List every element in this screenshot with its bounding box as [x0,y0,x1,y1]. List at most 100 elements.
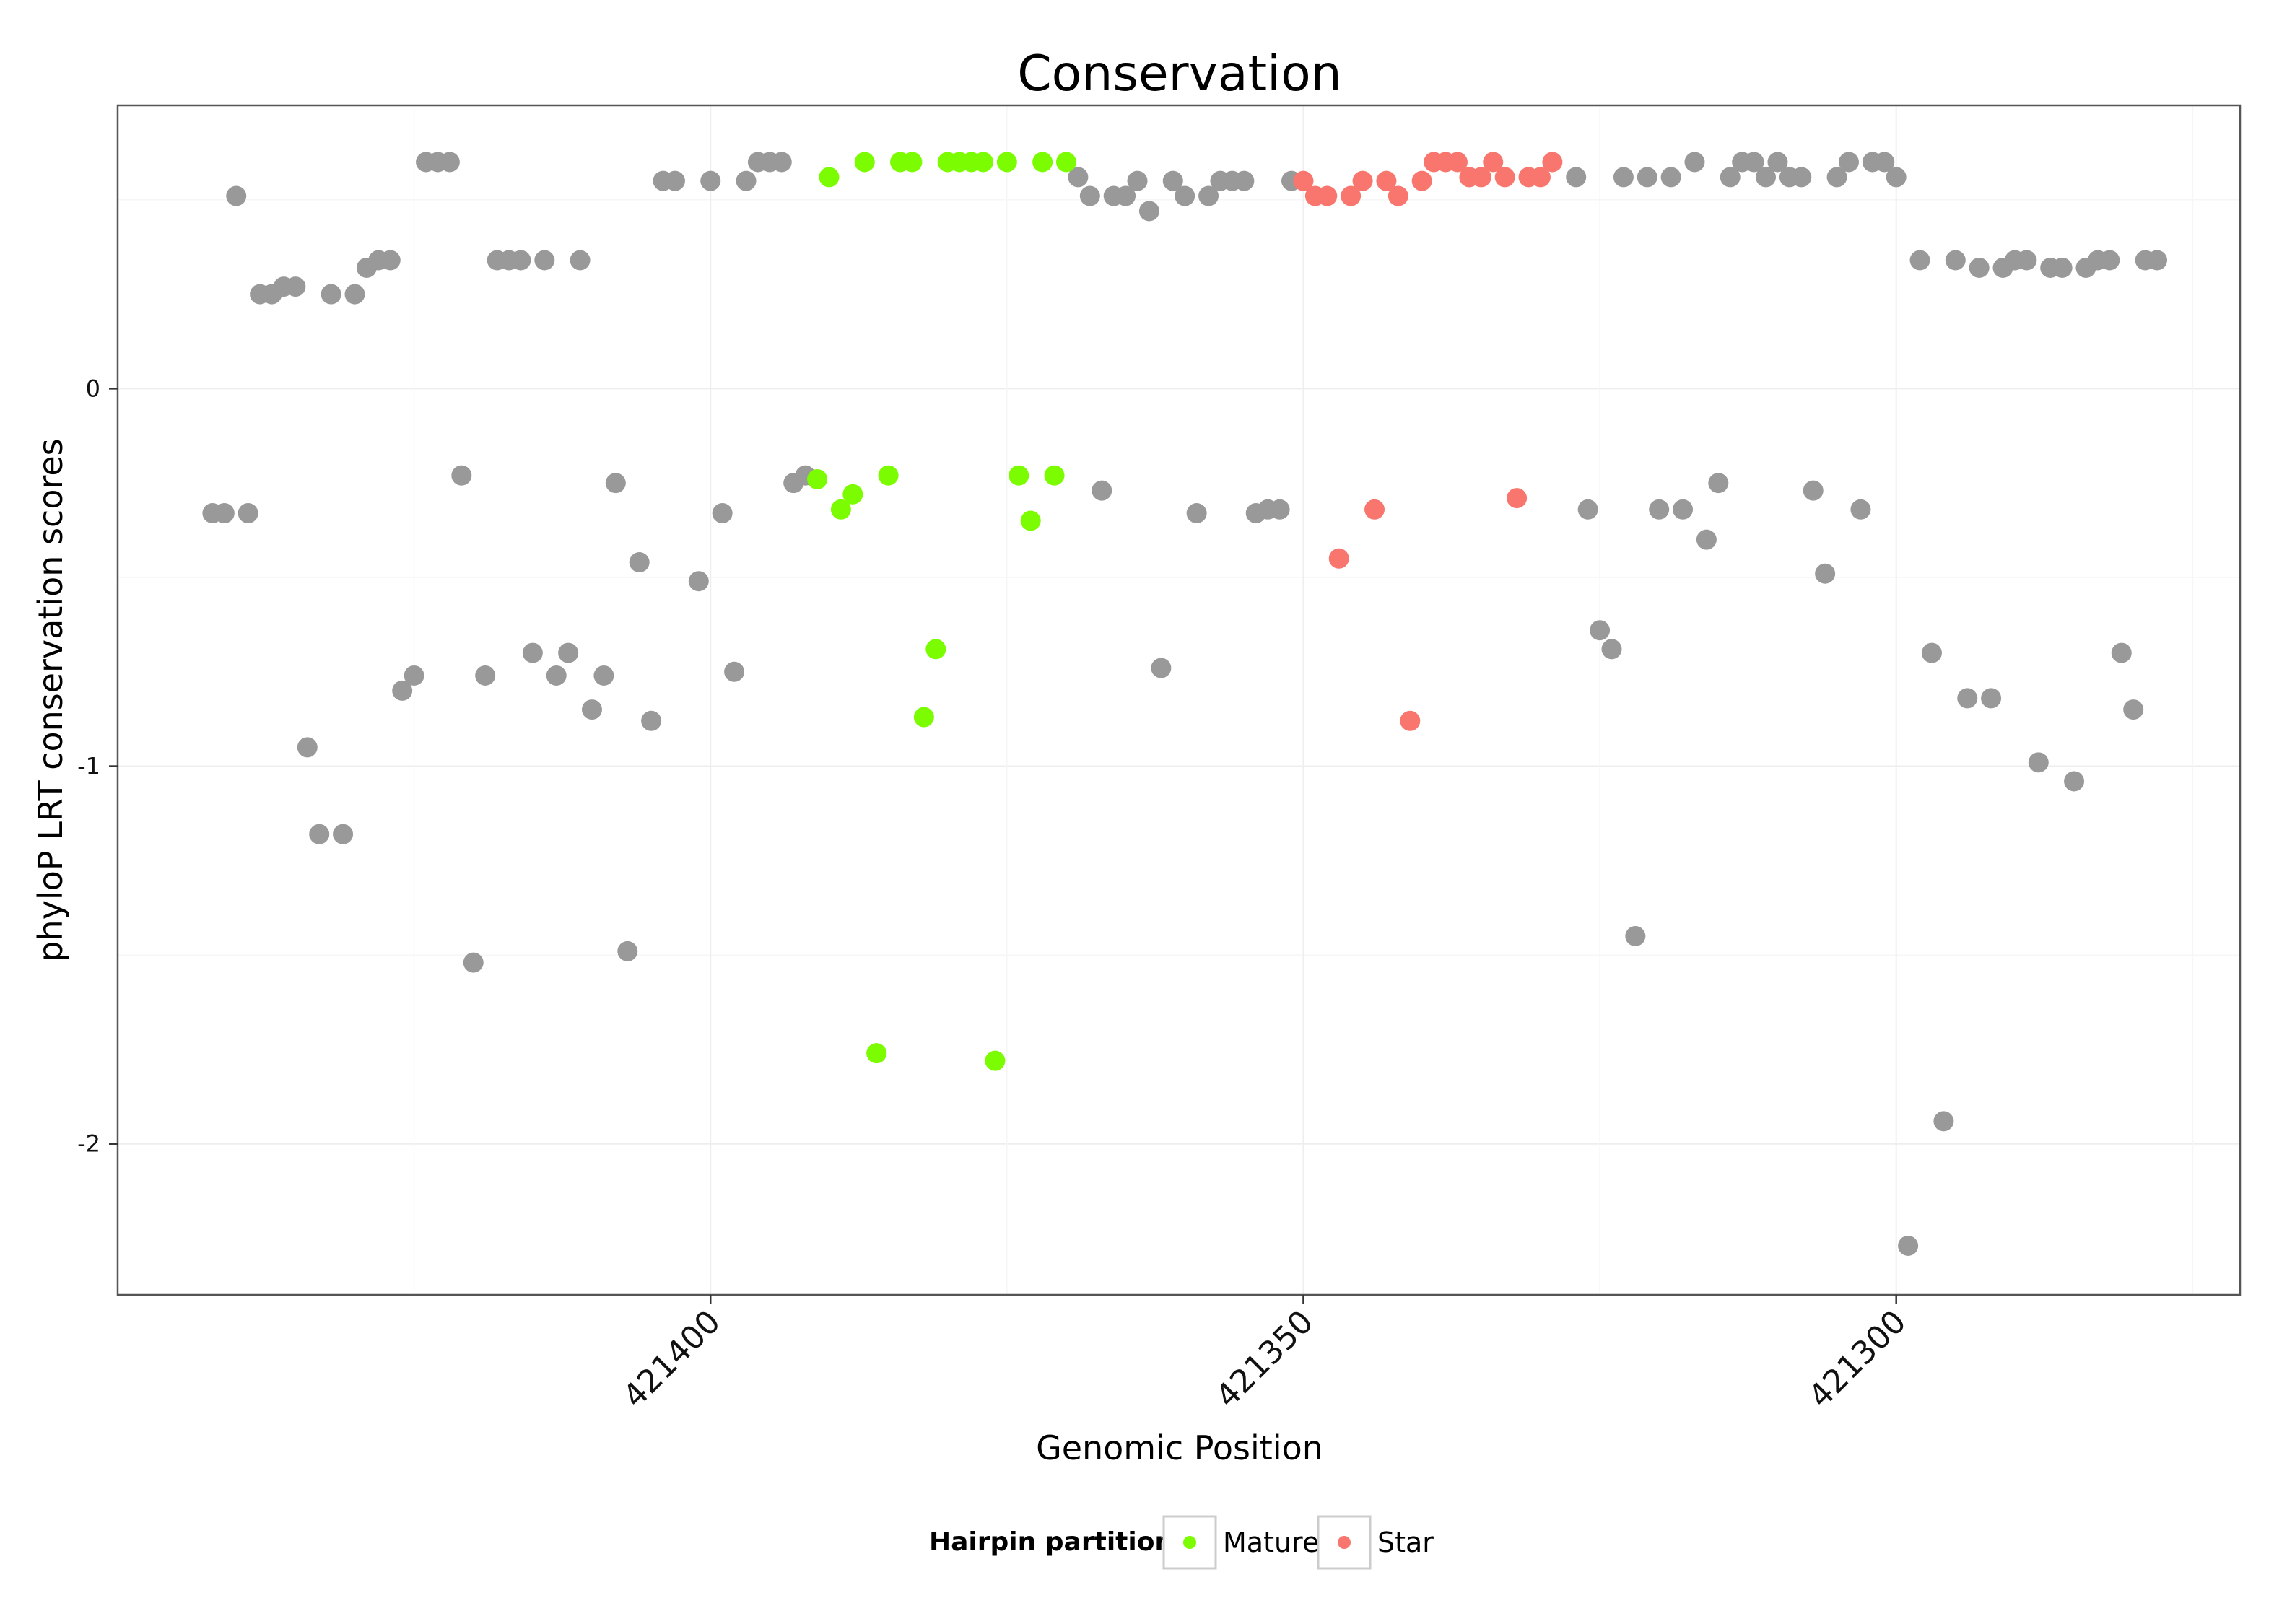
data-point-mature [830,499,851,520]
data-point-other [1909,250,1930,271]
data-point-other [404,665,424,686]
data-point-star [1530,167,1551,188]
legend-marker-star [1338,1536,1351,1549]
series-mature [807,152,1076,1071]
data-point-mature [996,152,1017,173]
data-point-other [1815,563,1836,584]
data-point-other [1138,201,1159,222]
legend-title: Hairpin partition [929,1527,1173,1557]
data-point-other [1649,499,1670,520]
data-point-other [380,250,401,271]
data-point-other [570,250,591,271]
data-point-other [297,737,318,758]
data-point-other [605,473,626,494]
data-point-other [1269,499,1290,520]
data-point-other [321,284,341,305]
data-point-other [1198,185,1219,206]
data-point-star [1447,152,1468,173]
series-star [1293,152,1563,731]
data-point-other [475,665,496,686]
legend-marker-mature [1183,1536,1196,1549]
legend: Hairpin partition Mature Star [929,1515,1434,1570]
data-point-star [1293,170,1314,191]
data-point-other [2064,771,2085,792]
data-point-other [581,699,602,720]
data-point-other [2147,250,2168,271]
data-point-other [1115,185,1136,206]
data-point-mature [902,152,923,173]
y-tick-label: -1 [77,753,100,780]
data-point-other [1767,152,1788,173]
data-point-other [1957,688,1978,709]
data-point-other [736,170,757,191]
data-point-star [1483,152,1504,173]
data-point-other [2099,250,2120,271]
data-point-other [724,661,745,682]
data-points [202,152,2168,1256]
data-point-other [1068,167,1089,188]
data-point-other [1838,152,1859,173]
data-point-other [309,824,330,844]
data-point-other [1756,167,1777,188]
data-point-star [1471,167,1491,188]
data-point-other [700,170,721,191]
data-point-other [1079,185,1100,206]
data-point-mature [878,465,899,486]
data-point-other [1577,499,1598,520]
data-point-mature [1020,510,1041,531]
data-point-star [1400,710,1421,731]
data-point-other [617,940,638,961]
data-point-other [1850,499,1871,520]
data-point-star [1352,170,1373,191]
data-point-other [1637,167,1657,188]
data-point-star [1542,152,1563,173]
legend-label-star: Star [1377,1527,1434,1558]
data-point-other [1791,167,1812,188]
data-point-mature [1055,152,1076,173]
data-point-other [1874,152,1895,173]
data-point-other [2028,752,2049,773]
data-point-other [1660,167,1681,188]
data-point-other [558,642,579,663]
data-point-other [1684,152,1705,173]
data-point-other [1613,167,1634,188]
data-point-star [1494,167,1515,188]
data-point-other [344,284,365,305]
data-point-other [593,665,614,686]
data-point-other [1590,620,1611,641]
data-point-mature [925,639,946,660]
data-point-other [1826,167,1847,188]
data-point-other [688,571,709,592]
data-point-other [1945,250,1966,271]
data-point-other [2123,699,2144,720]
data-point-mature [807,468,828,489]
data-point-star [1328,548,1349,569]
plot-panel-border [116,104,2242,1296]
data-point-other [522,642,543,663]
data-point-other [1921,642,1942,663]
data-point-other [238,503,258,524]
data-point-other [534,250,555,271]
data-point-other [1803,480,1824,501]
data-point-other [1708,473,1729,494]
data-point-other [771,152,792,173]
data-point-other [2016,250,2037,271]
data-point-star [1341,185,1362,206]
data-point-other [1933,1111,1954,1132]
data-point-other [2052,257,2073,278]
data-point-other [1566,167,1587,188]
data-point-other [1092,480,1112,501]
data-point-other [333,824,354,844]
data-point-star [1376,170,1397,191]
data-point-other [214,503,235,524]
data-point-other [1673,499,1694,520]
data-point-other [664,170,685,191]
data-point-mature [1044,465,1065,486]
data-point-mature [866,1043,887,1064]
data-point-other [546,665,567,686]
data-point-other [629,552,650,573]
data-point-other [392,680,413,701]
data-point-other [510,250,531,271]
data-point-star [1388,185,1408,206]
